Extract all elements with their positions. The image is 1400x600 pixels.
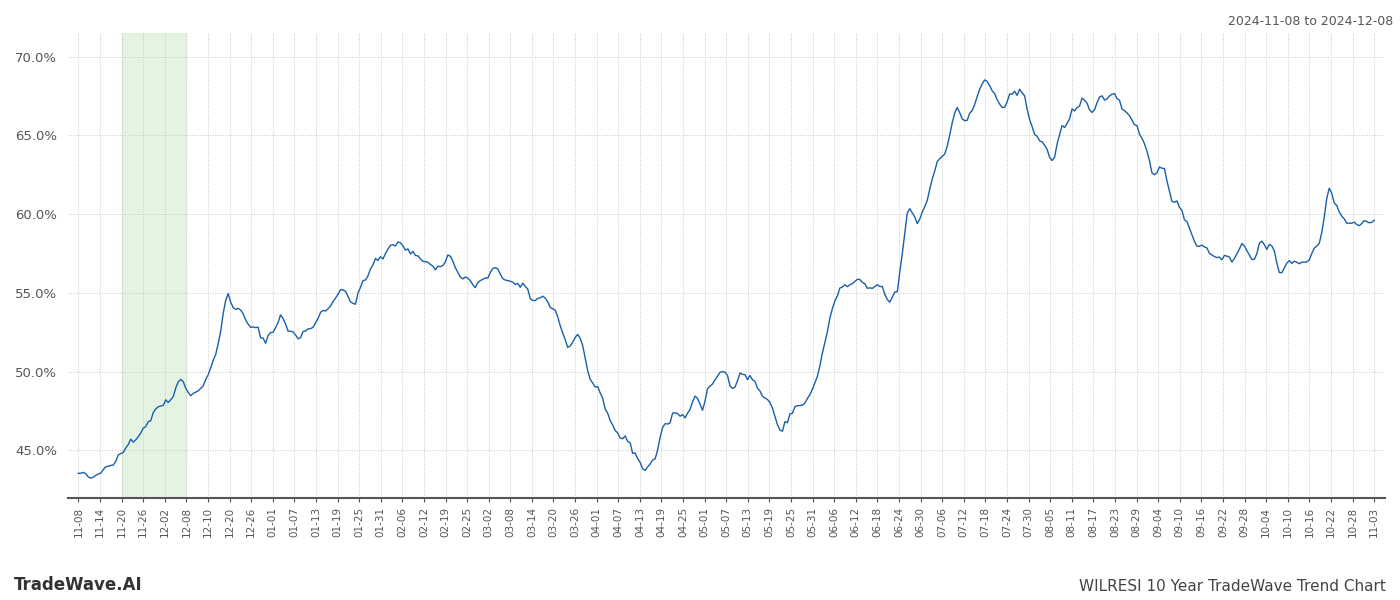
Bar (122, 33, 186, 498)
Text: TradeWave.AI: TradeWave.AI (14, 576, 143, 594)
Text: 2024-11-08 to 2024-12-08: 2024-11-08 to 2024-12-08 (1228, 15, 1393, 28)
Text: WILRESI 10 Year TradeWave Trend Chart: WILRESI 10 Year TradeWave Trend Chart (1079, 579, 1386, 594)
